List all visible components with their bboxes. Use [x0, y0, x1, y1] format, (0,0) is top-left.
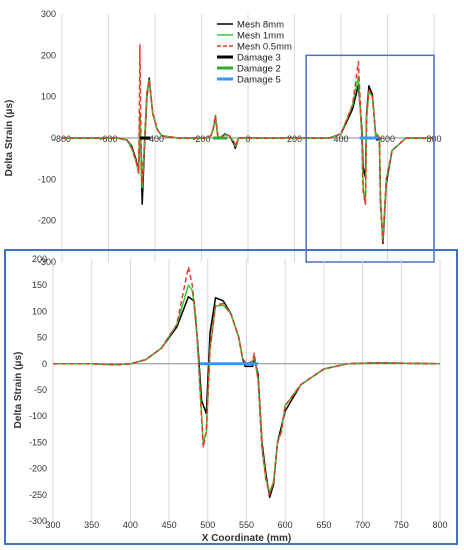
- zoom-box: [305, 54, 435, 263]
- legend-label: Mesh 1mm: [237, 31, 284, 42]
- x-tick-label: 800: [432, 520, 447, 530]
- y-tick-label: -50: [34, 385, 47, 395]
- y-axis-label: Delta Strain (μs): [4, 100, 15, 177]
- x-axis-label: X Coordinate (mm): [202, 533, 291, 544]
- y-tick-label: 0: [42, 359, 47, 369]
- y-tick-label: -200: [38, 216, 56, 226]
- legend-label: Damage 2: [237, 64, 281, 75]
- y-tick-label: 100: [41, 92, 56, 102]
- x-tick-label: 500: [200, 520, 215, 530]
- legend-label: Damage 5: [237, 75, 281, 86]
- y-tick-label: -250: [29, 490, 47, 500]
- y-tick-label: 200: [32, 254, 47, 264]
- y-tick-label: -150: [29, 437, 47, 447]
- y-tick-label: -200: [29, 464, 47, 474]
- x-tick-label: -400: [146, 134, 164, 144]
- zoom-panel-frame: [4, 249, 458, 545]
- legend-label: Mesh 8mm: [237, 20, 284, 31]
- x-tick-label: -800: [53, 134, 71, 144]
- x-tick-label: 600: [278, 520, 293, 530]
- x-tick-label: 550: [239, 520, 254, 530]
- legend-label: Damage 3: [237, 53, 281, 64]
- x-tick-label: -200: [192, 134, 210, 144]
- y-tick-label: 50: [37, 333, 47, 343]
- series-mesh-0-5mm: [53, 266, 441, 496]
- x-tick-label: 650: [316, 520, 331, 530]
- y-tick-label: -300: [29, 516, 47, 526]
- x-tick-label: 350: [84, 520, 99, 530]
- y-axis-label: Delta Strain (μs): [13, 352, 24, 429]
- chart-2: -300 -250 -200 -150 -100 -50 0 50 100 150 200 300 35…: [4, 249, 458, 545]
- y-tick-label: 300: [41, 9, 56, 19]
- x-tick-label: 400: [333, 134, 348, 144]
- x-tick-label: 200: [287, 134, 302, 144]
- x-tick-label: 0: [245, 134, 250, 144]
- x-tick-label: 600: [380, 134, 395, 144]
- x-tick-label: 450: [162, 520, 177, 530]
- x-tick-label: -600: [99, 134, 117, 144]
- y-tick-label: 150: [32, 280, 47, 290]
- y-tick-label: 200: [41, 50, 56, 60]
- legend-label: Mesh 0.5mm: [237, 42, 292, 53]
- y-tick-label: -100: [29, 411, 47, 421]
- y-tick-label: 0: [51, 133, 56, 143]
- y-tick-label: -100: [38, 174, 56, 184]
- chart-1: -300 -200 -100 0 100 200 300 -800 -600 -400 -200 0 2…: [4, 9, 442, 267]
- x-tick-label: 750: [394, 520, 409, 530]
- x-tick-label: 400: [123, 520, 138, 530]
- x-tick-label: 300: [45, 520, 60, 530]
- x-tick-label: 700: [355, 520, 370, 530]
- y-tick-label: -300: [38, 257, 56, 267]
- y-tick-label: 100: [32, 306, 47, 316]
